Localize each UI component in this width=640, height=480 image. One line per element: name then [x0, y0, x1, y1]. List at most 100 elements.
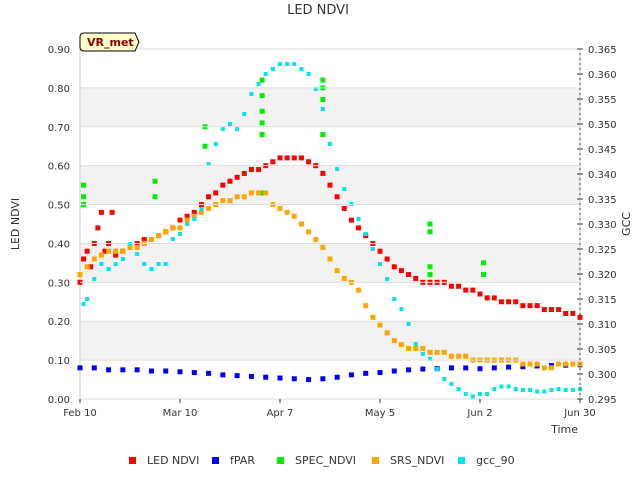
data-point: [206, 370, 212, 376]
data-point: [406, 367, 412, 373]
data-point: [434, 349, 440, 355]
data-point: [456, 387, 461, 391]
data-point: [356, 287, 362, 293]
data-point: [263, 374, 269, 380]
legend: LED NDVI fPAR SPEC_NDVI SRS_NDVI gcc_90: [129, 454, 515, 467]
y-right-tick-label: 0.295: [588, 395, 617, 406]
data-point: [306, 159, 312, 165]
y-left-tick-label: 0.60: [48, 162, 70, 173]
data-point: [277, 375, 283, 381]
data-point: [248, 167, 254, 173]
data-point: [492, 387, 497, 391]
data-point: [385, 277, 390, 281]
data-point: [320, 244, 326, 250]
chart-title: LED NDVI: [287, 3, 349, 18]
data-point: [306, 72, 311, 76]
data-point: [259, 132, 265, 138]
data-point: [81, 194, 87, 200]
data-point: [259, 120, 265, 126]
data-point: [570, 388, 575, 392]
axes-layer: 0.00 0.10 0.20 0.30 0.40 0.50 0.60 0.70 0.80 0.90…: [48, 45, 617, 419]
data-point: [313, 237, 319, 243]
data-point: [470, 394, 475, 399]
data-point: [420, 366, 426, 372]
data-point: [391, 368, 397, 374]
data-point: [77, 365, 83, 371]
background-band: [80, 49, 580, 88]
y-right-tick-label: 0.325: [588, 245, 617, 256]
data-point: [163, 368, 169, 374]
data-point: [81, 256, 87, 262]
data-point: [220, 127, 225, 131]
x-tick-label: Feb 10: [63, 408, 97, 419]
y-axis-right-label: GCC: [620, 212, 633, 236]
data-point: [477, 366, 483, 372]
y-left-tick-label: 0.00: [48, 395, 70, 406]
data-point: [484, 295, 490, 301]
data-point: [549, 388, 554, 392]
data-point: [234, 373, 240, 379]
data-point: [534, 361, 540, 367]
data-point: [477, 291, 483, 297]
data-point: [192, 217, 197, 221]
y-left-tick-label: 0.90: [48, 45, 70, 56]
data-point: [277, 155, 283, 161]
data-point: [152, 178, 158, 184]
data-point: [548, 307, 554, 313]
data-point: [513, 299, 519, 305]
data-point: [427, 264, 433, 270]
data-point: [491, 365, 497, 371]
data-point: [77, 272, 83, 278]
data-point: [363, 370, 369, 376]
data-point: [481, 260, 487, 266]
data-point: [163, 262, 168, 266]
data-point: [88, 264, 94, 270]
y-left-tick-label: 0.50: [48, 201, 70, 212]
data-point: [384, 256, 390, 262]
data-point: [320, 97, 326, 103]
data-point: [213, 142, 218, 146]
data-point: [570, 361, 576, 367]
data-point: [263, 190, 269, 196]
vr-met-badge: VR_met: [79, 32, 140, 52]
data-point: [191, 370, 197, 376]
data-point: [106, 367, 112, 373]
data-point: [413, 275, 419, 281]
data-point: [306, 229, 312, 235]
data-point: [413, 342, 418, 346]
data-point: [198, 209, 204, 215]
data-point: [220, 198, 226, 204]
data-point: [270, 67, 275, 71]
data-point: [356, 217, 361, 221]
data-point: [213, 190, 219, 196]
data-point: [127, 244, 133, 250]
background-bands: [80, 49, 580, 399]
data-point: [399, 307, 404, 311]
badge-label: VR_met: [87, 36, 134, 49]
data-point: [470, 287, 476, 293]
data-point: [420, 345, 426, 351]
legend-marker: [212, 457, 219, 464]
data-point: [527, 303, 533, 309]
data-point: [428, 357, 432, 361]
data-point: [191, 213, 197, 219]
data-point: [320, 132, 326, 138]
data-point: [248, 373, 254, 379]
data-point: [102, 248, 108, 254]
y-right-tick-label: 0.305: [588, 345, 617, 356]
data-point: [499, 384, 504, 389]
data-point: [513, 387, 518, 391]
data-point: [528, 388, 532, 392]
data-point: [270, 159, 276, 165]
legend-label: SPEC_NDVI: [295, 454, 356, 467]
data-point: [248, 190, 254, 196]
data-point: [170, 237, 175, 241]
legend-label: gcc_90: [476, 454, 515, 467]
data-point: [341, 205, 347, 211]
data-point: [377, 370, 383, 376]
data-point: [356, 225, 362, 231]
background-band: [80, 204, 580, 244]
data-point: [234, 174, 240, 180]
y-axis-left-label: LED NDVI: [9, 198, 22, 250]
